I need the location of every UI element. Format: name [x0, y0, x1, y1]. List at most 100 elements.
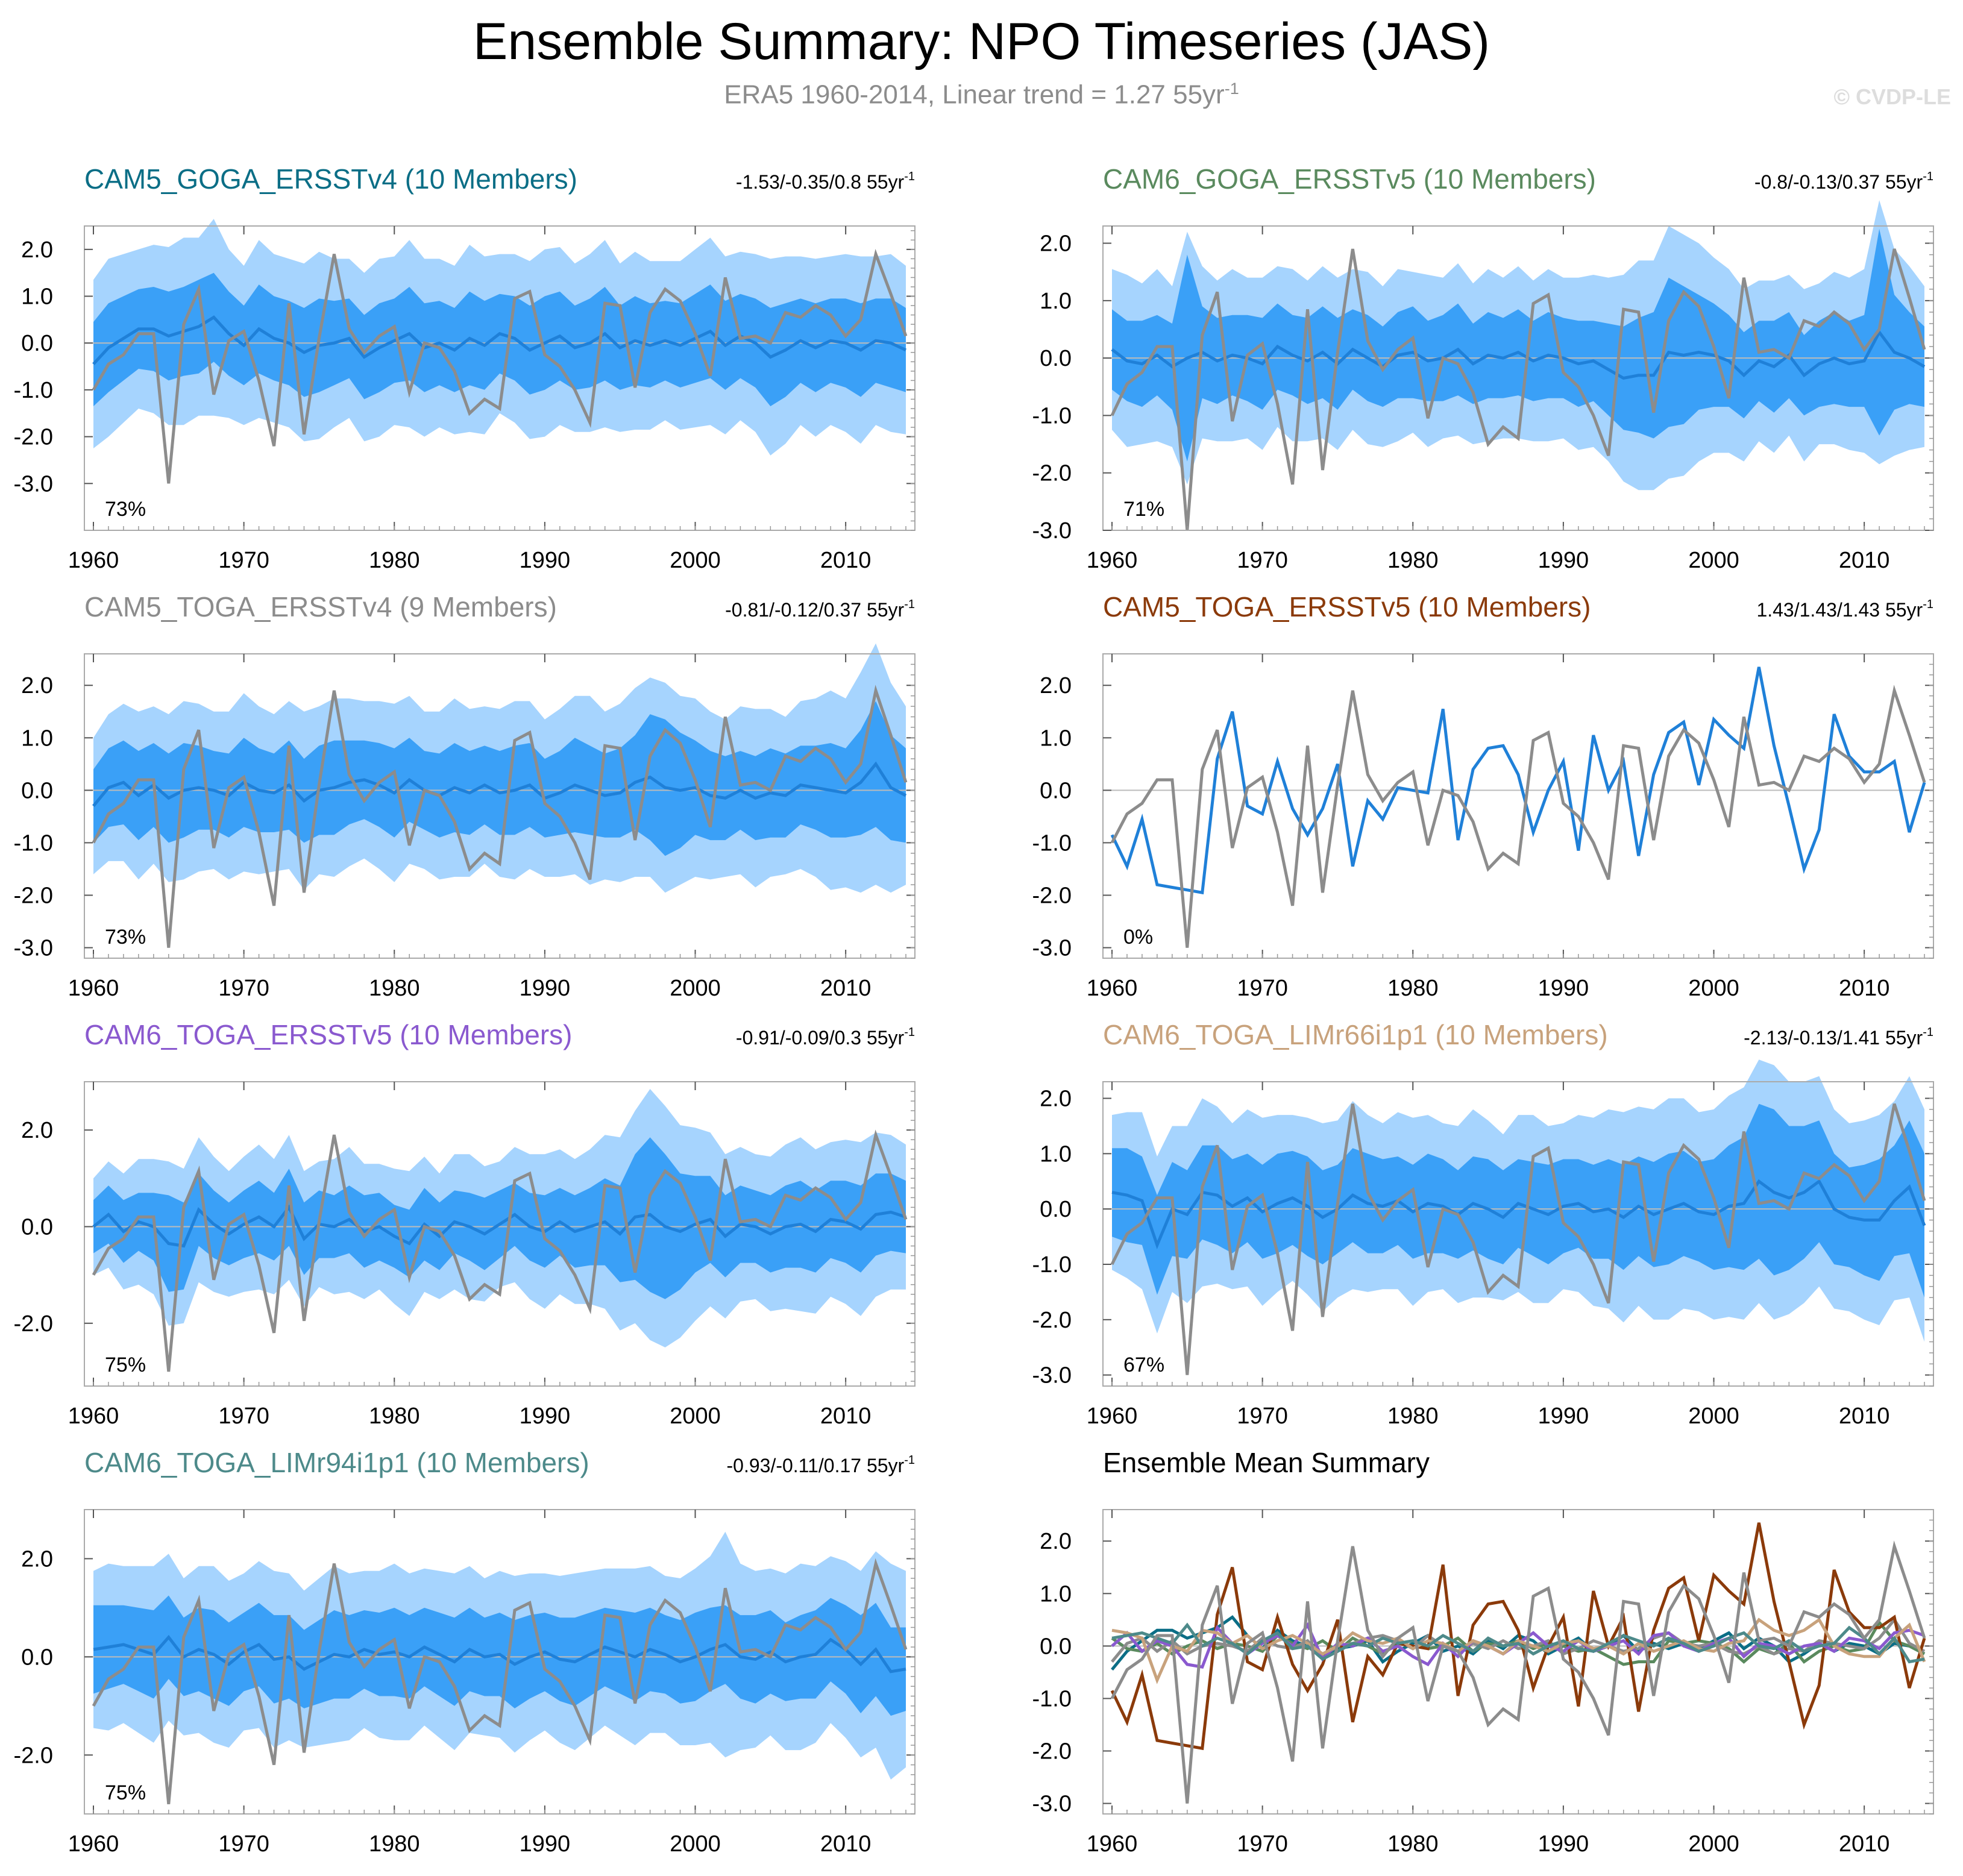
- x-tick-label: 1980: [369, 976, 420, 1001]
- panel-trend-text: -0.81/-0.12/0.37 55yr: [725, 599, 904, 621]
- x-tick-label: 2010: [820, 1404, 872, 1429]
- panel-percent: 73%: [105, 926, 146, 949]
- panel-title: CAM6_TOGA_LIMr94i1p1 (10 Members): [84, 1447, 589, 1478]
- y-tick-label: -2.0: [1032, 1308, 1072, 1333]
- subtitle-text: ERA5 1960-2014, Linear trend = 1.27 55yr: [724, 80, 1225, 110]
- figure-title: Ensemble Summary: NPO Timeseries (JAS): [473, 13, 1490, 71]
- y-tick-label: -1.0: [1032, 830, 1072, 856]
- panel-title: CAM6_TOGA_ERSSTv5 (10 Members): [84, 1019, 573, 1050]
- y-tick-label: 1.0: [1040, 1581, 1072, 1607]
- summary-line-3: [1111, 1617, 1926, 1663]
- panel-percent: 73%: [105, 498, 146, 521]
- observation-line: [1110, 1103, 1926, 1375]
- y-tick-label: -2.0: [1032, 1739, 1072, 1765]
- panel-trend: -0.81/-0.12/0.37 55yr-1: [725, 598, 915, 621]
- x-tick-label: 1990: [1538, 548, 1589, 573]
- summary-obs-line: [1110, 1540, 1926, 1804]
- y-tick-label: -1.0: [1032, 1252, 1072, 1278]
- x-tick-label: 2010: [820, 548, 872, 573]
- observation-line: [92, 1129, 908, 1372]
- ensemble-mean-line: [92, 1204, 906, 1248]
- x-tick-label: 1980: [369, 548, 420, 573]
- x-tick-label: 1970: [218, 976, 269, 1001]
- x-tick-label: 2000: [670, 976, 721, 1001]
- y-tick-label: -3.0: [14, 471, 53, 497]
- y-tick-label: 0.0: [21, 1645, 53, 1670]
- y-tick-label: -2.0: [14, 425, 53, 450]
- y-tick-label: 1.0: [1040, 1141, 1072, 1167]
- panel-percent: 71%: [1123, 498, 1164, 521]
- panel-trend: -0.91/-0.09/0.3 55yr-1: [736, 1026, 915, 1049]
- ensemble-mean-line: [1111, 1179, 1926, 1249]
- x-tick-label: 1990: [1538, 1404, 1589, 1429]
- y-tick-label: -3.0: [1032, 518, 1072, 544]
- panel-trend: -0.93/-0.11/0.17 55yr-1: [727, 1454, 916, 1476]
- x-tick-label: 1970: [1237, 1404, 1288, 1429]
- x-tick-label: 2010: [1839, 548, 1890, 573]
- x-tick-label: 1960: [68, 548, 119, 573]
- ensemble-mean-line: [93, 1634, 906, 1674]
- x-tick-label: 1980: [369, 1831, 420, 1857]
- x-tick-label: 1970: [218, 548, 269, 573]
- y-tick-label: -2.0: [14, 1311, 53, 1337]
- x-tick-label: 1980: [1387, 1831, 1439, 1857]
- y-tick-label: 2.0: [21, 1118, 53, 1143]
- panel-trend-exponent: -1: [904, 1454, 915, 1467]
- panel-trend: -2.13/-0.13/1.41 55yr-1: [1744, 1026, 1933, 1049]
- observation-line: [92, 1558, 908, 1804]
- x-tick-label: 1980: [1387, 1404, 1439, 1429]
- x-tick-label: 2000: [1688, 1831, 1739, 1857]
- y-tick-label: -3.0: [1032, 936, 1072, 961]
- panel-title: CAM5_TOGA_ERSSTv5 (10 Members): [1103, 591, 1591, 623]
- y-tick-label: 0.0: [1040, 1197, 1072, 1222]
- y-tick-label: 1.0: [1040, 726, 1072, 751]
- y-tick-label: 2.0: [1040, 1087, 1072, 1112]
- subtitle-exponent: -1: [1224, 80, 1239, 98]
- y-tick-label: -2.0: [1032, 461, 1072, 486]
- y-tick-label: 2.0: [21, 237, 53, 263]
- inner-spread-band: [1112, 228, 1924, 462]
- y-tick-label: -2.0: [14, 1743, 53, 1768]
- panel-trend: 1.43/1.43/1.43 55yr-1: [1756, 598, 1933, 621]
- panel-trend-text: -2.13/-0.13/1.41 55yr: [1744, 1027, 1923, 1049]
- x-tick-label: 1960: [1087, 1831, 1138, 1857]
- x-tick-label: 1970: [218, 1831, 269, 1857]
- y-tick-label: -3.0: [1032, 1792, 1072, 1817]
- y-tick-label: -3.0: [1032, 1363, 1072, 1388]
- y-tick-label: 0.0: [21, 1214, 53, 1240]
- x-tick-label: 1990: [520, 1404, 571, 1429]
- x-tick-label: 2000: [1688, 976, 1739, 1001]
- y-tick-label: -1.0: [1032, 403, 1072, 428]
- x-tick-label: 1960: [68, 1404, 119, 1429]
- x-tick-label: 2000: [1688, 548, 1739, 573]
- panel-trend-exponent: -1: [904, 170, 915, 183]
- x-tick-label: 2000: [670, 1404, 721, 1429]
- panel-title: CAM5_TOGA_ERSSTv4 (9 Members): [84, 591, 557, 623]
- y-tick-label: 2.0: [1040, 231, 1072, 257]
- x-tick-label: 2010: [820, 1831, 872, 1857]
- panel-trend-text: -0.93/-0.11/0.17 55yr: [727, 1455, 905, 1476]
- y-tick-label: 2.0: [21, 1546, 53, 1572]
- x-tick-label: 2010: [820, 976, 872, 1001]
- y-tick-label: 0.0: [1040, 346, 1072, 371]
- x-tick-label: 1990: [1538, 1831, 1589, 1857]
- panel-trend-text: -0.8/-0.13/0.37 55yr: [1754, 171, 1923, 193]
- x-tick-label: 2010: [1839, 976, 1890, 1001]
- y-tick-label: 2.0: [1040, 1529, 1072, 1554]
- panel-trend-text: 1.43/1.43/1.43 55yr: [1756, 599, 1923, 621]
- y-tick-label: 1.0: [21, 284, 53, 310]
- figure-subtitle: ERA5 1960-2014, Linear trend = 1.27 55yr…: [0, 80, 1963, 110]
- panel-6: CAM6_TOGA_LIMr66i1p1 (10 Members) -2.13/-…: [1032, 1019, 1934, 1429]
- watermark: © CVDP-LE: [1833, 84, 1951, 109]
- panel-percent: 75%: [105, 1781, 146, 1804]
- x-tick-label: 2000: [1688, 1404, 1739, 1429]
- panel-trend-exponent: -1: [904, 1026, 915, 1039]
- panel-percent: 0%: [1123, 926, 1153, 949]
- panel-trend: -0.8/-0.13/0.37 55yr-1: [1754, 170, 1933, 193]
- x-tick-label: 2010: [1839, 1831, 1890, 1857]
- panel-5: CAM6_TOGA_ERSSTv5 (10 Members) -0.91/-0.0…: [14, 1019, 916, 1429]
- panel-percent: 75%: [105, 1354, 146, 1376]
- summary-line-4: [1110, 1522, 1926, 1751]
- x-tick-label: 1970: [218, 1404, 269, 1429]
- x-tick-label: 1990: [1538, 976, 1589, 1001]
